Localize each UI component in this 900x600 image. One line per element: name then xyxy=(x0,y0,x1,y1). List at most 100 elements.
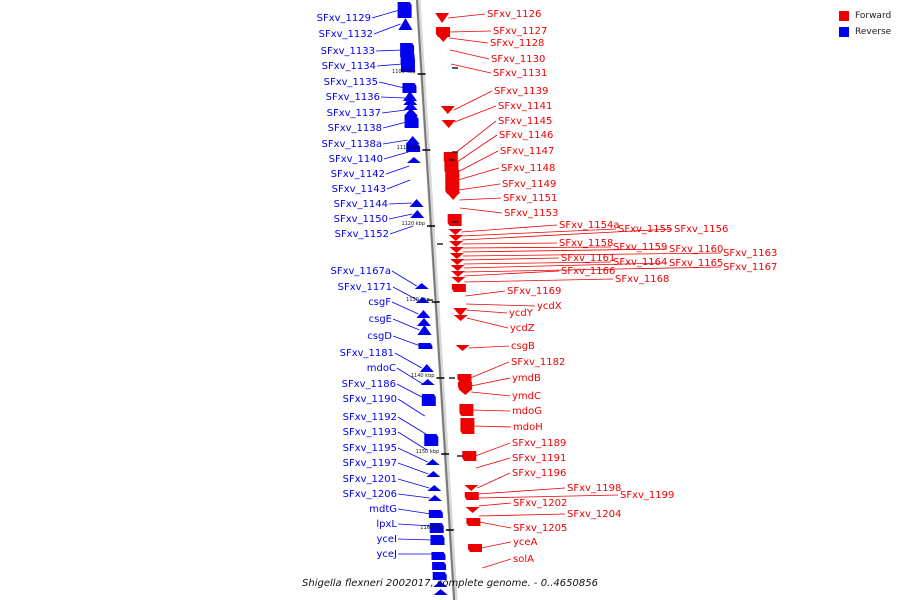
forward-leader-line xyxy=(463,257,560,261)
reverse-leader-line xyxy=(397,523,432,527)
reverse-gene-label: SFxv_1190 xyxy=(343,394,397,405)
forward-gene-mark xyxy=(449,253,464,259)
reverse-gene-mark xyxy=(416,318,431,326)
reverse-leader-line xyxy=(371,9,400,19)
reverse-gene-mark xyxy=(426,471,441,477)
forward-leader-line xyxy=(471,391,511,397)
reverse-gene-mark xyxy=(414,283,429,289)
forward-gene-label: SFxv_1154a xyxy=(559,220,620,231)
forward-leader-line xyxy=(450,49,490,60)
reverse-leader-line xyxy=(385,165,410,175)
reverse-gene-label: SFxv_1142 xyxy=(331,169,385,180)
forward-leader-line xyxy=(454,105,497,123)
reverse-gene-label: SFxv_1137 xyxy=(327,108,381,119)
backbone-line xyxy=(416,0,456,600)
forward-gene-label: SFxv_1146 xyxy=(499,130,553,141)
forward-leader-line xyxy=(475,457,511,469)
reverse-gene-mark xyxy=(403,102,418,110)
reverse-gene-mark xyxy=(419,364,434,372)
forward-leader-line xyxy=(459,207,503,214)
forward-leader-line xyxy=(473,425,512,428)
reverse-gene-mark xyxy=(415,297,430,303)
forward-leader-line xyxy=(464,278,614,283)
reverse-gene-label: SFxv_1193 xyxy=(343,427,397,438)
reverse-leader-line xyxy=(392,286,418,301)
forward-gene-label: SFxv_1126 xyxy=(487,9,541,20)
forward-gene-mark xyxy=(457,374,472,382)
reverse-gene-label: SFxv_1143 xyxy=(332,184,386,195)
reverse-gene-label: SFxv_1132 xyxy=(319,29,373,40)
forward-gene-label: SFxv_1130 xyxy=(491,54,545,65)
reverse-gene-label: mdtG xyxy=(369,504,397,515)
reverse-gene-label: csgF xyxy=(368,297,391,308)
reverse-gene-label: SFxv_1135 xyxy=(324,77,378,88)
label-leaders xyxy=(371,9,722,569)
legend-forward-label: Forward xyxy=(855,11,892,21)
forward-leader-line xyxy=(450,63,492,74)
forward-leader-line xyxy=(462,246,612,249)
reverse-leader-line xyxy=(382,139,408,145)
forward-gene-label: SFxv_1168 xyxy=(615,274,669,285)
forward-gene-label: SFxv_1151 xyxy=(503,193,557,204)
tick-label: 1160 kbp xyxy=(420,525,444,531)
forward-gene-label: SFxv_1196 xyxy=(512,468,566,479)
reverse-gene-mark xyxy=(431,552,446,560)
reverse-gene-label: SFxv_1167a xyxy=(330,266,391,277)
forward-gene-label: SFxv_1149 xyxy=(502,179,556,190)
reverse-gene-mark xyxy=(418,343,433,349)
forward-gene-label: SFxv_1158 xyxy=(559,238,613,249)
reverse-leader-line xyxy=(397,447,428,463)
reverse-leader-line xyxy=(397,538,433,541)
legend-forward-swatch xyxy=(839,11,849,21)
forward-leader-line xyxy=(478,502,512,507)
reverse-gene-label: SFxv_1197 xyxy=(343,458,397,469)
legend-reverse: Reverse xyxy=(839,25,891,39)
forward-gene-label: SFxv_1199 xyxy=(620,490,674,501)
reverse-leader-line xyxy=(397,493,430,499)
forward-gene-mark xyxy=(447,214,462,226)
genome-backbone xyxy=(415,0,458,600)
forward-gene-mark xyxy=(464,485,479,491)
forward-gene-mark xyxy=(467,544,482,552)
forward-gene-mark xyxy=(451,277,466,283)
reverse-gene-label: SFxv_1192 xyxy=(343,412,397,423)
reverse-gene-mark xyxy=(428,510,443,518)
legend-reverse-label: Reverse xyxy=(855,27,892,37)
forward-gene-mark xyxy=(443,152,458,164)
tick-label: 1110 kbp xyxy=(397,145,421,151)
reverse-gene-mark xyxy=(398,18,413,30)
forward-gene-label: SFxv_1148 xyxy=(501,163,555,174)
reverse-leader-line xyxy=(383,151,409,160)
reverse-leader-line xyxy=(381,109,406,114)
reverse-gene-label: SFxv_1129 xyxy=(317,13,371,24)
reverse-gene-label: yceJ xyxy=(376,549,397,560)
reverse-leader-line xyxy=(397,431,428,451)
forward-gene-label: SFxv_1163 xyxy=(723,248,777,259)
forward-gene-label: SFxv_1204 xyxy=(567,509,621,520)
forward-gene-label: SFxv_1128 xyxy=(490,38,544,49)
reverse-leader-line xyxy=(397,416,427,435)
reverse-gene-label: SFxv_1152 xyxy=(335,229,389,240)
forward-leader-line xyxy=(464,270,560,277)
forward-gene-label: solA xyxy=(513,554,534,565)
reverse-leader-line xyxy=(382,121,407,129)
reverse-gene-label: SFxv_1201 xyxy=(343,474,397,485)
forward-leader-line xyxy=(475,442,511,457)
tick-label: 1100 kbp xyxy=(392,69,416,75)
forward-leader-line xyxy=(466,317,509,329)
reverse-gene-mark xyxy=(429,523,444,533)
forward-leader-line xyxy=(477,472,511,489)
reverse-leader-line xyxy=(397,478,430,489)
forward-gene-label: SFxv_1159 xyxy=(613,242,667,253)
forward-leader-line xyxy=(472,409,511,412)
forward-gene-label: SFxv_1169 xyxy=(507,286,561,297)
reverse-gene-mark xyxy=(432,572,447,580)
forward-gene-label: ymdC xyxy=(512,391,541,402)
forward-gene-label: ycdX xyxy=(537,301,562,312)
reverse-leader-line xyxy=(392,335,421,347)
reverse-gene-mark xyxy=(406,144,421,152)
forward-gene-mark xyxy=(445,170,460,194)
forward-leader-line xyxy=(479,521,512,529)
forward-gene-label: SFxv_1127 xyxy=(493,26,547,37)
